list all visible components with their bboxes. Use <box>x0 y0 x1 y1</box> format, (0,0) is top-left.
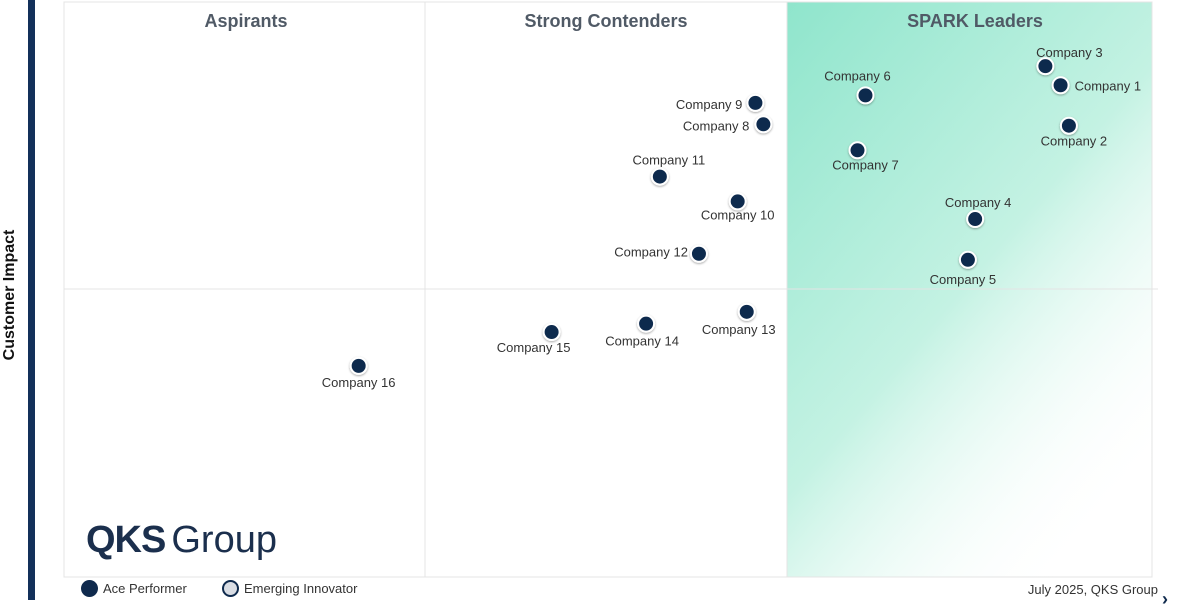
label-company-8: Company 8 <box>683 118 749 133</box>
marker-company-11[interactable] <box>650 167 669 186</box>
label-company-1: Company 1 <box>1075 78 1141 93</box>
label-company-10: Company 10 <box>701 207 775 222</box>
marker-company-6[interactable] <box>856 86 875 105</box>
point-company-11[interactable]: Company 11 <box>632 153 705 186</box>
point-company-9[interactable]: Company 9 <box>676 93 765 112</box>
point-company-3[interactable]: Company 3 <box>1036 45 1103 76</box>
point-company-15[interactable]: Company 15 <box>497 323 571 355</box>
point-company-1[interactable]: Company 1 <box>1051 76 1141 95</box>
label-company-12: Company 12 <box>614 245 688 260</box>
label-company-3: Company 3 <box>1036 45 1102 60</box>
marker-company-14[interactable] <box>637 314 656 333</box>
label-company-7: Company 7 <box>832 157 898 172</box>
label-company-9: Company 9 <box>676 97 742 112</box>
marker-company-12[interactable] <box>689 244 708 263</box>
point-company-10[interactable]: Company 10 <box>701 192 775 222</box>
legend-emerging-label: Emerging Innovator <box>244 581 358 596</box>
point-company-2[interactable]: Company 2 <box>1041 116 1107 149</box>
point-company-7[interactable]: Company 7 <box>832 141 899 172</box>
marker-company-10[interactable] <box>728 192 747 211</box>
logo-light-text: Group <box>171 519 277 561</box>
qks-group-logo: QKS Group <box>86 519 277 562</box>
point-company-16[interactable]: Company 16 <box>322 356 396 390</box>
quadrant-title-strong-contenders: Strong Contenders <box>524 11 687 31</box>
legend-ace-label: Ace Performer <box>103 581 187 596</box>
marker-company-4[interactable] <box>966 210 985 229</box>
point-company-12[interactable]: Company 12 <box>614 244 708 263</box>
ace-performer-icon <box>81 580 98 597</box>
label-company-13: Company 13 <box>702 322 776 337</box>
marker-company-9[interactable] <box>746 93 765 112</box>
y-axis-label: Customer Impact <box>1 229 18 361</box>
label-company-15: Company 15 <box>497 340 571 355</box>
label-company-5: Company 5 <box>930 272 996 287</box>
logo-bold-text: QKS <box>86 519 166 561</box>
marker-company-2[interactable] <box>1059 116 1078 135</box>
left-accent-bar <box>28 0 35 600</box>
marker-company-13[interactable] <box>737 302 756 321</box>
quadrant-title-spark-leaders: SPARK Leaders <box>907 11 1043 31</box>
label-company-16: Company 16 <box>322 375 396 390</box>
marker-company-3[interactable] <box>1036 57 1055 76</box>
label-company-2: Company 2 <box>1041 134 1107 149</box>
point-company-6[interactable]: Company 6 <box>824 68 891 105</box>
footer-date: July 2025, QKS Group <box>1027 582 1158 597</box>
emerging-innovator-icon <box>222 580 239 597</box>
x-axis-arrow-icon: › <box>1162 589 1168 609</box>
point-company-4[interactable]: Company 4 <box>945 195 1011 229</box>
legend-ace-performer: Ace Performer <box>81 580 187 597</box>
label-company-14: Company 14 <box>605 334 679 349</box>
marker-company-15[interactable] <box>542 323 561 342</box>
label-company-4: Company 4 <box>945 195 1011 210</box>
point-company-14[interactable]: Company 14 <box>605 314 679 349</box>
marker-company-16[interactable] <box>349 356 368 375</box>
marker-company-8[interactable] <box>754 115 773 134</box>
legend-emerging-innovator: Emerging Innovator <box>222 580 357 597</box>
point-company-5[interactable]: Company 5 <box>930 250 996 287</box>
label-company-6: Company 6 <box>824 68 890 83</box>
marker-company-7[interactable] <box>848 141 867 160</box>
marker-company-5[interactable] <box>958 250 977 269</box>
marker-company-1[interactable] <box>1051 76 1070 95</box>
point-company-8[interactable]: Company 8 <box>683 115 773 134</box>
label-company-11: Company 11 <box>632 153 705 168</box>
point-company-13[interactable]: Company 13 <box>702 302 776 337</box>
quadrant-title-aspirants: Aspirants <box>204 11 287 31</box>
